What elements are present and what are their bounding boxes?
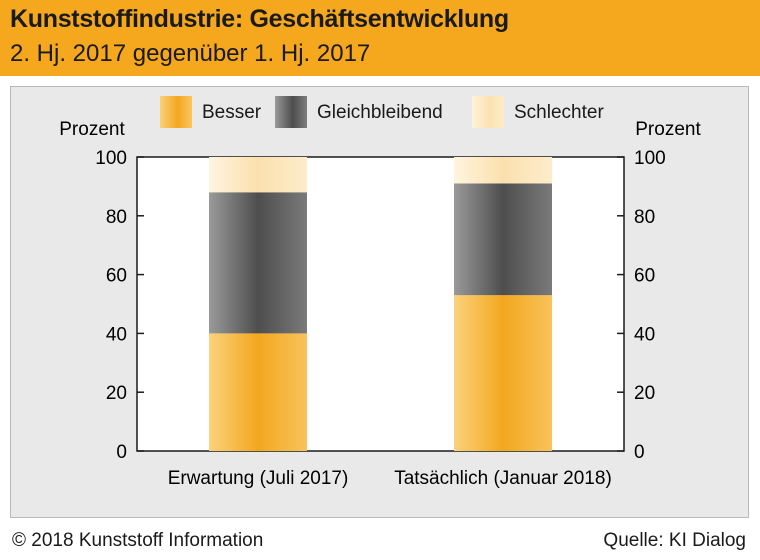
legend-label-gleichbleibend: Gleichbleibend — [317, 102, 443, 123]
y-tick-label-left: 60 — [106, 266, 127, 287]
y-tick-label-left: 80 — [106, 207, 127, 228]
bar-segment-besser — [209, 333, 307, 451]
chart-title: Kunststoffindustrie: Geschäftsentwicklun… — [10, 5, 509, 33]
y-tick-label-right: 80 — [634, 207, 655, 228]
chart-header: Kunststoffindustrie: Geschäftsentwicklun… — [0, 0, 760, 76]
y-tick-label-right: 0 — [634, 442, 645, 463]
y-tick-label-right: 20 — [634, 383, 655, 404]
y-tick-label-left: 0 — [116, 442, 127, 463]
chart-subtitle: 2. Hj. 2017 gegenüber 1. Hj. 2017 — [10, 40, 371, 67]
y-axis-label-right: Prozent — [635, 119, 701, 140]
y-tick-label-left: 40 — [106, 324, 127, 345]
legend-swatch-besser — [160, 96, 192, 128]
y-tick-label-left: 20 — [106, 383, 127, 404]
y-axis-label-left: Prozent — [59, 119, 125, 140]
category-label: Tatsächlich (Januar 2018) — [394, 468, 612, 489]
legend-swatch-schlechter — [472, 96, 504, 128]
y-tick-label-left: 100 — [95, 148, 127, 169]
y-tick-label-right: 100 — [634, 148, 666, 169]
legend-label-schlechter: Schlechter — [514, 102, 604, 123]
source-text: Quelle: KI Dialog — [603, 530, 746, 551]
y-tick-label-right: 60 — [634, 266, 655, 287]
bar-segment-gleichbleibend — [454, 183, 552, 296]
legend-swatch-gleichbleibend — [275, 96, 307, 128]
category-label: Erwartung (Juli 2017) — [168, 468, 349, 489]
copyright-text: © 2018 Kunststoff Information — [12, 530, 264, 551]
y-tick-label-right: 40 — [634, 324, 655, 345]
legend-label-besser: Besser — [202, 102, 262, 123]
bar-segment-besser — [454, 295, 552, 451]
bar-segment-schlechter — [454, 157, 552, 184]
bar-segment-schlechter — [209, 157, 307, 193]
bar-segment-gleichbleibend — [209, 192, 307, 334]
